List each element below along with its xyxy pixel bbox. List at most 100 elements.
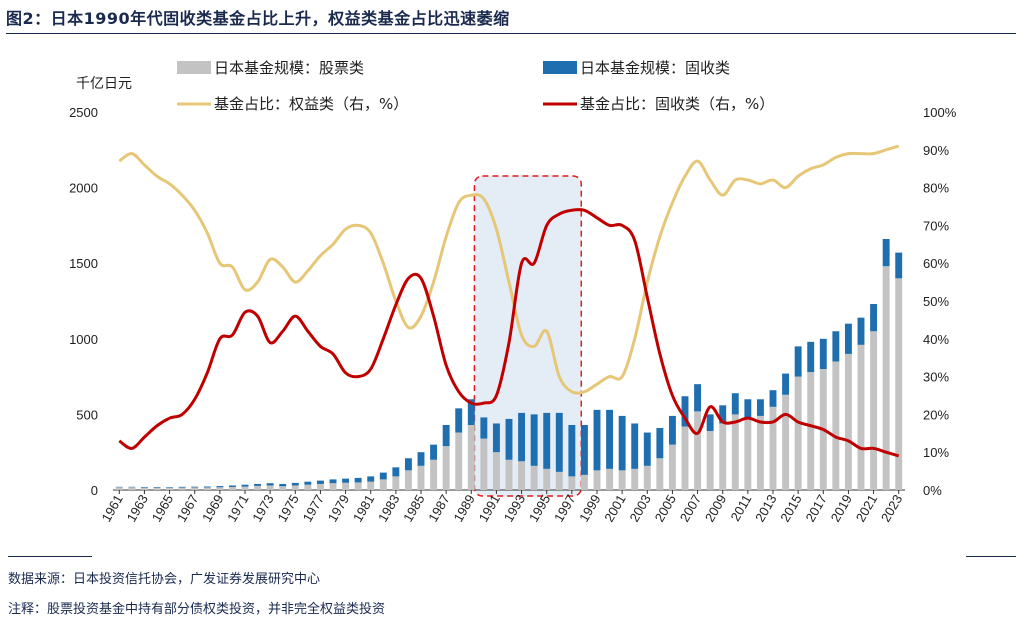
bar-equity: [857, 344, 865, 490]
bar-equity: [543, 468, 551, 490]
bar-equity: [756, 415, 764, 490]
bar-equity: [895, 278, 903, 490]
bar-equity: [870, 331, 878, 490]
bar-equity: [656, 458, 664, 490]
bar-bond: [228, 485, 236, 487]
bar-bond: [769, 390, 777, 407]
bar-equity: [744, 417, 752, 490]
x-tick-label: 1981: [350, 492, 377, 525]
x-tick-label: 1975: [274, 492, 301, 525]
right-tick-label: 0%: [923, 483, 942, 498]
x-tick-label: 1973: [249, 492, 276, 525]
x-tick-label: 2019: [828, 492, 855, 525]
x-tick-label: 1971: [224, 492, 251, 525]
bar-bond: [266, 483, 274, 486]
right-tick-label: 20%: [923, 407, 949, 422]
bar-equity: [882, 266, 890, 490]
bar-bond: [392, 467, 400, 477]
x-tick-label: 1983: [375, 492, 402, 525]
x-tick-label: 1993: [501, 492, 528, 525]
bar-bond: [140, 486, 148, 488]
x-tick-label: 2021: [853, 492, 880, 525]
bar-bond: [756, 399, 764, 416]
bar-bond: [480, 417, 488, 439]
source-note: 数据来源：日本投资信托协会，广发证券发展研究中心: [8, 572, 321, 587]
series-line-equity-share: [118, 144, 900, 395]
left-tick-label: 1000: [69, 332, 98, 347]
footer-divider-right: [966, 556, 1016, 557]
bar-equity: [631, 468, 639, 490]
bar-equity: [606, 468, 614, 490]
x-tick-label: 1963: [124, 492, 151, 525]
bar-equity: [467, 424, 475, 490]
bar-equity: [505, 459, 513, 490]
right-tick-label: 70%: [923, 218, 949, 233]
bar-equity: [304, 484, 312, 490]
bar-equity: [844, 353, 852, 490]
bar-bond: [719, 405, 727, 424]
legend-swatch-bond-bar: [543, 61, 577, 74]
bar-bond: [467, 399, 475, 425]
bar-bond: [291, 482, 299, 486]
bar-bond: [191, 486, 199, 488]
bar-equity: [354, 482, 362, 490]
x-tick-label: 2015: [777, 492, 804, 525]
figure-title: 图2：日本1990年代固收类基金占比上升，权益类基金占比迅速萎缩: [6, 9, 510, 28]
bar-bond: [555, 412, 563, 472]
bar-equity: [518, 461, 526, 490]
bar-equity: [706, 431, 714, 490]
bar-equity: [153, 487, 161, 490]
bar-bond: [794, 346, 802, 377]
bar-equity: [555, 471, 563, 490]
x-tick-label: 1969: [199, 492, 226, 525]
left-tick-label: 1500: [69, 256, 98, 271]
bar-equity: [480, 438, 488, 490]
bar-bond: [631, 423, 639, 469]
bar-equity: [442, 446, 450, 490]
bar-bond: [882, 239, 890, 267]
bar-bond: [203, 486, 211, 488]
bar-equity: [643, 465, 651, 490]
bar-equity: [455, 432, 463, 490]
x-tick-label: 1995: [526, 492, 553, 525]
bar-equity: [291, 485, 299, 490]
right-tick-label: 60%: [923, 256, 949, 271]
bar-equity: [681, 426, 689, 490]
x-tick-label: 2003: [626, 492, 653, 525]
bar-equity: [140, 487, 148, 490]
bar-bond: [316, 480, 324, 484]
bar-equity: [430, 459, 438, 490]
bar-bond: [342, 478, 350, 483]
bar-equity: [115, 487, 123, 490]
left-axis-unit: 千亿日元: [76, 76, 132, 92]
bar-bond: [455, 408, 463, 433]
bar-bond: [606, 409, 614, 469]
bar-equity: [593, 470, 601, 490]
x-tick-label: 1961: [98, 492, 125, 525]
left-tick-label: 0: [91, 483, 98, 498]
bar-equity: [580, 474, 588, 490]
right-tick-label: 50%: [923, 294, 949, 309]
x-tick-label: 1985: [400, 492, 427, 525]
bar-bond: [807, 341, 815, 373]
bar-bond: [643, 432, 651, 466]
bar-bond: [832, 331, 840, 362]
legend-swatch-equity-bar: [177, 61, 211, 74]
bar-bond: [656, 428, 664, 459]
bar-bond: [379, 472, 387, 480]
bar-bond: [731, 393, 739, 415]
x-tick-label: 2023: [878, 492, 905, 525]
x-tick-label: 2005: [652, 492, 679, 525]
x-tick-label: 1987: [425, 492, 452, 525]
bar-bond: [492, 423, 500, 453]
chart: 日本基金规模：股票类 日本基金规模：固收类 基金占比：权益类（右，%） 基金占比…: [69, 59, 957, 525]
bar-bond: [706, 414, 714, 432]
bar-equity: [266, 485, 274, 490]
bar-equity: [694, 411, 702, 490]
bar-bond: [530, 414, 538, 466]
series-line-bond-share: [118, 208, 900, 458]
legend-label-bond-bar: 日本基金规模：固收类: [580, 59, 730, 77]
bar-bond: [166, 487, 174, 488]
x-tick-label: 1967: [174, 492, 201, 525]
bar-bond: [442, 424, 450, 447]
